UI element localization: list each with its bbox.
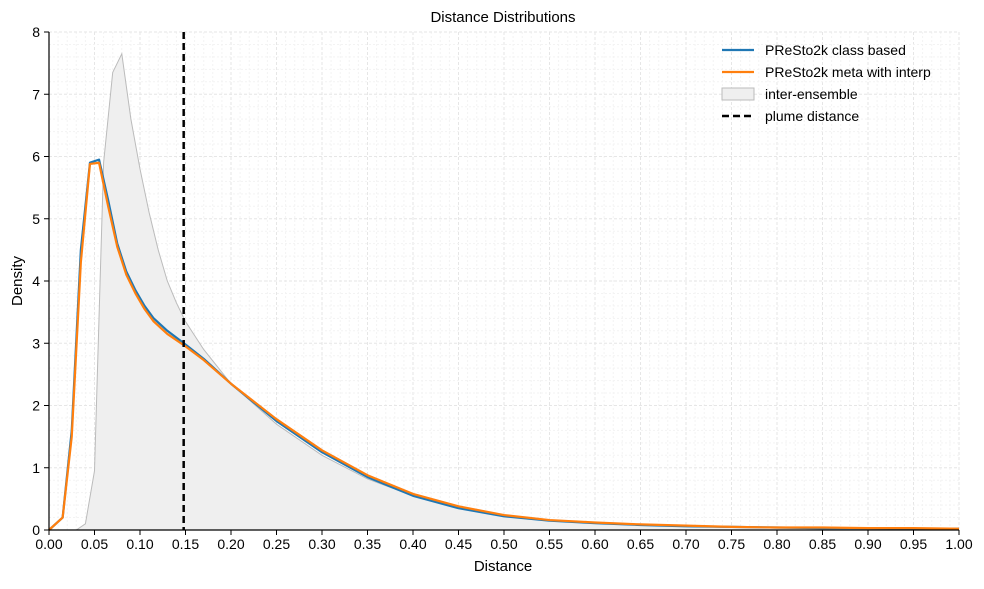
legend-entry-label: inter-ensemble [765, 86, 858, 102]
x-axis-label: Distance [474, 558, 532, 575]
x-tick-label: 0.70 [672, 536, 699, 552]
y-tick-label: 5 [32, 211, 40, 227]
chart-title: Distance Distributions [430, 9, 575, 26]
x-tick-label: 0.30 [308, 536, 335, 552]
x-tick-label: 0.10 [126, 536, 153, 552]
series-line-1 [48, 161, 960, 531]
y-tick-label: 1 [32, 460, 40, 476]
y-tick-label: 2 [32, 398, 40, 414]
y-tick-label: 3 [32, 335, 40, 351]
x-tick-label: 1.00 [945, 536, 972, 552]
x-tick-label: 0.35 [354, 536, 381, 552]
plot-area [48, 32, 960, 531]
x-tick-label: 0.20 [217, 536, 244, 552]
x-tick-label: 0.50 [490, 536, 517, 552]
x-tick-label: 0.75 [718, 536, 745, 552]
axes: 0.00 0.05 0.10 0.15 0.20 0.25 0.30 0.35 0.40 0.45… [32, 24, 973, 552]
legend-entry-label: PReSto2k class based [765, 42, 906, 58]
x-tick-label: 0.60 [581, 536, 608, 552]
y-tick-label: 4 [32, 273, 40, 289]
y-tick-label: 8 [32, 24, 40, 40]
x-tick-label: 0.25 [263, 536, 290, 552]
x-tick-label: 0.40 [399, 536, 426, 552]
y-axis-label: Density [9, 255, 26, 306]
x-tick-label: 0.65 [627, 536, 654, 552]
legend-entry-label: plume distance [765, 108, 859, 124]
legend: PReSto2k class based PReSto2k meta with i… [721, 42, 931, 124]
y-tick-label: 7 [32, 86, 40, 102]
x-tick-label: 0.00 [35, 536, 62, 552]
x-tick-label: 0.95 [900, 536, 927, 552]
x-tick-label: 0.55 [536, 536, 563, 552]
inter-ensemble-area-fill [76, 53, 960, 530]
y-tick-label: 0 [32, 522, 40, 538]
x-tick-label: 0.15 [172, 536, 199, 552]
x-tick-label: 0.45 [445, 536, 472, 552]
x-tick-label: 0.05 [81, 536, 108, 552]
y-tick-label: 6 [32, 149, 40, 165]
x-tick-label: 0.90 [854, 536, 881, 552]
x-tick-label: 0.80 [763, 536, 790, 552]
legend-swatch-area [721, 87, 755, 101]
legend-entry-label: PReSto2k meta with interp [765, 64, 931, 80]
x-tick-label: 0.85 [809, 536, 836, 552]
